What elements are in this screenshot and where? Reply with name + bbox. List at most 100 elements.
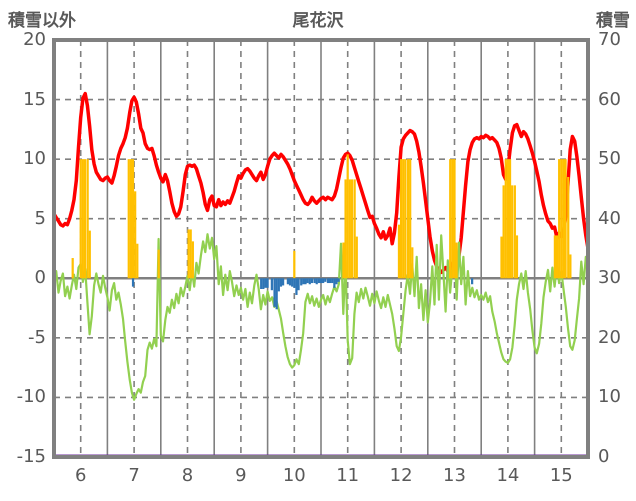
- left-axis-tick: 5: [34, 207, 46, 229]
- orange-bars: [189, 229, 192, 279]
- x-axis-tick: 6: [74, 465, 87, 486]
- orange-bars: [191, 241, 194, 279]
- x-axis-tick: 7: [128, 465, 140, 486]
- x-axis-tick: 9: [235, 465, 247, 486]
- blue-bars: [317, 278, 320, 284]
- orange-bars: [411, 247, 414, 279]
- orange-bars: [293, 250, 296, 279]
- right-axis-tick: 10: [598, 386, 621, 408]
- orange-bars: [355, 236, 358, 279]
- orange-bars: [71, 258, 74, 279]
- x-axis-tick: 8: [181, 465, 194, 486]
- orange-bars: [562, 159, 565, 279]
- left-axis-tick: 15: [23, 88, 46, 110]
- blue-bars: [260, 278, 263, 290]
- orange-bars: [502, 185, 505, 279]
- left-axis-tick: -10: [16, 386, 46, 408]
- blue-bars: [266, 278, 269, 288]
- orange-bars: [157, 249, 160, 279]
- blue-bars: [275, 278, 278, 310]
- right-axis-tick: 20: [598, 326, 621, 348]
- blue-bars: [324, 278, 327, 282]
- orange-bars: [506, 159, 510, 279]
- right-axis-tick: 0: [598, 446, 610, 467]
- orange-bars: [342, 242, 345, 279]
- orange-bars: [81, 159, 84, 279]
- orange-bars: [513, 185, 516, 279]
- orange-bars: [350, 179, 354, 279]
- orange-bars: [449, 159, 452, 279]
- orange-bars: [406, 159, 410, 279]
- blue-bars: [293, 278, 296, 288]
- blue-bars: [297, 278, 300, 291]
- orange-bars: [344, 179, 347, 279]
- right-axis-title: 積雪: [596, 11, 630, 31]
- left-axis-tick: 10: [23, 148, 46, 170]
- green-line: [52, 233, 590, 401]
- right-axis-tick: 50: [598, 148, 621, 170]
- left-axis-tick: -5: [28, 326, 46, 348]
- blue-bars: [131, 278, 135, 287]
- right-axis-tick: 40: [598, 207, 621, 229]
- blue-bars: [262, 278, 265, 290]
- blue-bars: [279, 278, 283, 287]
- blue-bars: [313, 278, 316, 284]
- right-axis-tick: 30: [598, 267, 621, 289]
- orange-bars: [346, 154, 349, 279]
- x-axis-tick: 10: [282, 465, 306, 486]
- orange-bars: [86, 159, 89, 279]
- blue-bars: [291, 278, 294, 287]
- orange-bars: [129, 159, 133, 279]
- blue-bars: [306, 278, 309, 284]
- blue-bars: [333, 278, 336, 288]
- blue-bars: [286, 278, 290, 285]
- left-axis-tick: 0: [34, 267, 46, 289]
- blue-bars: [295, 278, 298, 295]
- orange-bars: [558, 159, 561, 279]
- orange-bars: [567, 177, 570, 279]
- x-axis-tick: 11: [336, 465, 360, 486]
- orange-bars: [553, 235, 557, 279]
- red-line: [52, 91, 590, 275]
- x-axis-tick: 12: [389, 465, 413, 486]
- blue-bars: [308, 278, 311, 285]
- orange-bars: [348, 179, 351, 279]
- blue-bars: [310, 278, 314, 284]
- blue-bars: [288, 278, 292, 286]
- orange-bars: [134, 191, 137, 279]
- orange-bars: [508, 159, 512, 279]
- blue-bars: [300, 278, 303, 286]
- blue-bars: [304, 278, 307, 285]
- orange-bars: [397, 224, 401, 279]
- left-axis-title: 積雪以外: [8, 11, 76, 31]
- blue-bars: [322, 278, 325, 284]
- orange-bars: [83, 159, 87, 279]
- blue-bars: [315, 278, 318, 285]
- blue-bars: [326, 278, 330, 284]
- blue-bars: [331, 278, 334, 284]
- orange-bars: [453, 159, 456, 279]
- orange-bars: [404, 159, 407, 279]
- blue-bars: [319, 278, 323, 284]
- x-axis-tick: 14: [496, 465, 520, 486]
- chart-title: 尾花沢: [292, 11, 344, 31]
- blue-bars: [328, 278, 332, 284]
- orange-bars: [88, 230, 91, 279]
- blue-bars: [264, 278, 267, 288]
- x-axis-tick: 15: [549, 465, 573, 486]
- orange-bars: [511, 185, 514, 279]
- orange-bars: [564, 159, 567, 279]
- right-axis-tick: 60: [598, 88, 621, 110]
- left-axis-tick: -15: [16, 446, 46, 467]
- orange-bars: [399, 159, 403, 279]
- orange-bars: [500, 236, 503, 279]
- blue-bars: [281, 278, 285, 286]
- orange-bars: [187, 229, 190, 279]
- orange-bars: [409, 159, 412, 279]
- orange-bars: [451, 159, 454, 279]
- orange-bars: [127, 159, 130, 279]
- right-axis-tick: 70: [598, 29, 621, 50]
- blue-bars: [471, 278, 474, 285]
- orange-bars: [402, 159, 405, 279]
- orange-bars: [79, 159, 82, 279]
